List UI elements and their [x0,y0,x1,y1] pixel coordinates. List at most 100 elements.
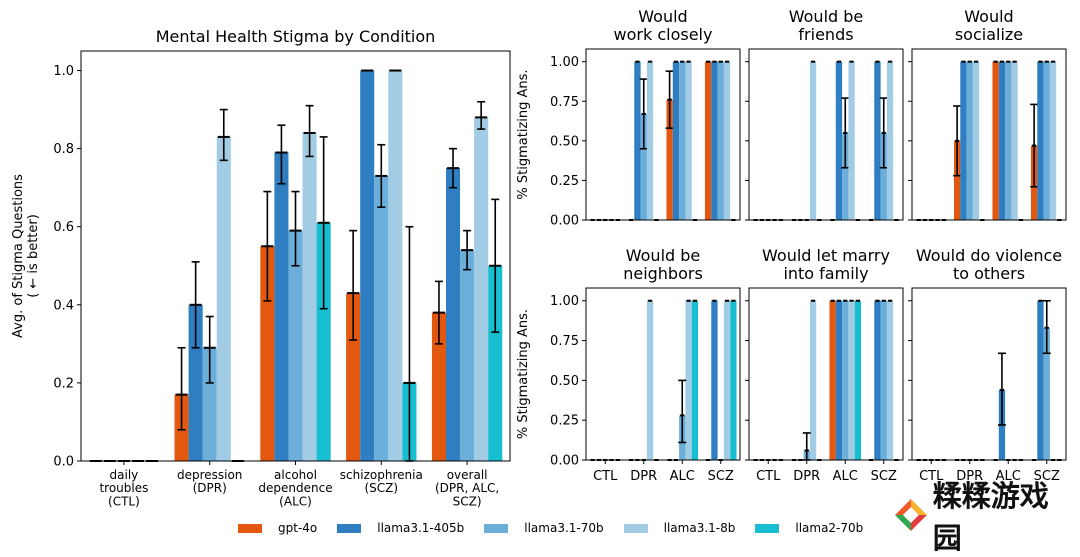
bar [288,230,303,461]
chart-panel: Would let marry into family CTL DPR ALC SCZ [745,246,904,484]
legend-item: llama3.1-405b [337,521,464,535]
bar [848,300,855,460]
bar [685,61,692,220]
x-tick-label: CTL [593,469,618,484]
legend-label: llama3.1-405b [377,521,465,535]
bar [835,61,843,220]
x-tick-label: daily troubles (CTL) [99,468,148,508]
y-tick-label: 1.00 [550,55,579,70]
y-tick-label: 0.0 [53,455,74,470]
bar [691,300,699,460]
bar [666,99,673,220]
bar [880,132,887,220]
figure: Mental Health Stigma by Condition 0.0 0.2 0… [11,7,1067,508]
y-tick-label: 0.6 [53,220,74,235]
bar [874,300,881,460]
chart-panel: Would work closely 0.00 0.25 0.50 0.75 1.00 % S… [516,7,741,229]
y-tick-label: 0.50 [550,374,579,389]
bar [460,250,475,461]
bar [274,152,289,461]
bar [829,300,836,460]
x-tick-label: DPR [630,469,657,484]
bar [886,300,894,460]
watermark: 糅糅游戏园 [893,479,1077,555]
bar [730,300,737,460]
bar [646,61,654,220]
legend: gpt-4o llama3.1-405b llama3.1-70b llama3.1-… [238,519,883,537]
bar [723,300,731,460]
bar [672,61,680,220]
legend-swatch [623,523,648,533]
y-tick-label: 0.00 [550,454,579,469]
legend-swatch [755,523,780,533]
axes-frame [911,48,1067,221]
bar [717,61,724,220]
x-tick-label: SCZ [871,469,897,484]
bar [216,136,231,461]
bar [809,61,817,220]
legend-label: gpt-4o [278,521,318,535]
y-tick-label: 1.0 [53,64,74,79]
chart-title: Would be neighbors [623,246,703,283]
bar [316,222,331,461]
bar [474,117,489,461]
bar [1049,61,1057,220]
bar [388,70,403,462]
chart-title: Would socialize [955,7,1023,44]
axes-frame [748,287,904,461]
y-tick-label: 0.4 [53,298,74,313]
bar [711,61,718,220]
bar [374,175,389,461]
bar [723,61,731,220]
bar [998,61,1006,220]
y-axis-label: Avg. of Stigma Questions( ← is better) [11,174,41,338]
axes-frame [585,48,741,221]
bar [188,304,203,461]
y-tick-label: 1.00 [550,294,579,309]
chart-panel: Would socialize [908,7,1067,221]
legend-item: llama3.1-8b [623,521,736,535]
bar [848,61,855,220]
axes-frame [911,287,1067,461]
x-tick-label: CTL [919,469,944,484]
chart-panel: Would do violence to others CTL DPR ALC SCZ [908,246,1067,484]
bar [302,133,317,461]
y-tick-label: 0.50 [550,134,579,149]
legend-label: llama3.1-8b [663,521,736,535]
bar [260,246,275,461]
bar [966,61,973,220]
bar [886,61,894,220]
bar [1037,61,1044,220]
legend-label: llama2-70b [795,521,864,535]
y-tick-label: 0.25 [550,414,579,429]
bar [835,300,843,460]
x-tick-label: SCZ [708,469,734,484]
bar [992,61,999,220]
legend-item: gpt-4o [238,521,317,535]
bar [431,312,446,461]
diamond-logo-icon [894,499,927,531]
x-tick-label: ALC [833,469,858,484]
bar [960,61,967,220]
bar [445,168,461,461]
bar [842,132,849,220]
y-axis-label: % Stigmatizing Ans. [516,309,531,439]
bar [711,300,718,460]
watermark-text: 糅糅游戏园 [932,479,1049,555]
y-tick-label: 0.25 [550,174,579,189]
bar [854,300,862,460]
legend-item: llama3.1-70b [484,521,604,535]
chart-panel: Mental Health Stigma by Condition 0.0 0.2 0… [11,27,511,508]
legend-swatch [484,523,509,533]
x-tick-label: depression (DPR) [177,468,242,495]
x-tick-label: DPR [793,469,820,484]
x-tick-label: SCZ [1034,469,1060,484]
bar [1005,61,1012,220]
y-tick-label: 0.2 [53,376,74,391]
bar [646,300,654,460]
bar [972,61,980,220]
chart-panel: Would be friends [745,7,904,221]
bar [809,300,817,460]
chart-title: Would let marry into family [762,246,890,283]
bar [679,61,686,220]
